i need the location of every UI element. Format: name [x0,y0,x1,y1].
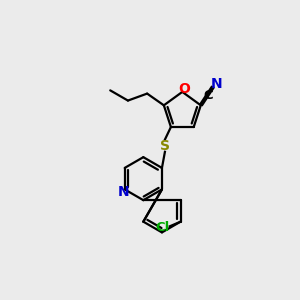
Text: C: C [203,89,213,102]
Text: O: O [178,82,190,96]
Text: Cl: Cl [155,221,169,234]
Text: N: N [117,185,129,199]
Text: N: N [211,77,223,91]
Text: S: S [160,140,170,153]
